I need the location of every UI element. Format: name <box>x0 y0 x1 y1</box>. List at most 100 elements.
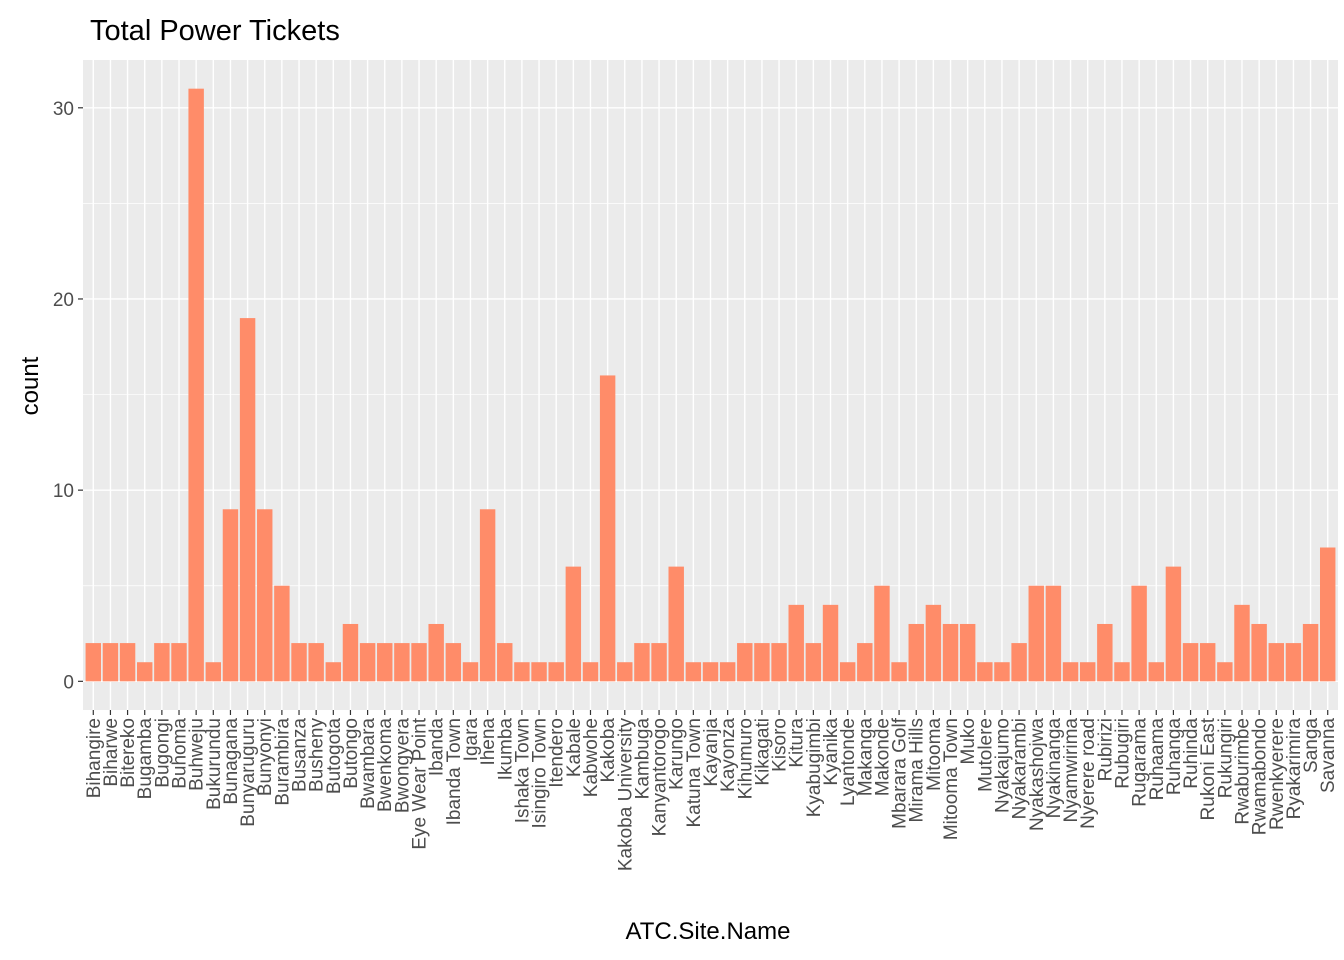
bar <box>291 643 307 682</box>
bar <box>342 623 359 682</box>
bar <box>1268 643 1284 682</box>
bar <box>805 643 822 682</box>
x-tick-label: Lyantonde <box>838 718 859 806</box>
x-tick-label: Nyakajumo <box>992 718 1013 813</box>
bar <box>719 662 736 682</box>
bar <box>634 643 650 682</box>
y-axis-title: count <box>17 356 44 415</box>
x-tick-label: Rwamabondo <box>1250 718 1271 835</box>
bar <box>874 585 890 682</box>
bar <box>651 643 667 682</box>
bar <box>102 643 119 682</box>
x-tick-label: Kikagati <box>752 718 773 786</box>
bar <box>154 643 170 682</box>
bar <box>205 662 222 682</box>
x-tick-label: Isingiro Town <box>530 718 551 829</box>
bar <box>1302 623 1319 682</box>
x-tick-label: Bunyaruguru <box>238 718 259 827</box>
bar <box>822 604 839 682</box>
x-tick-label: Rugarama <box>1130 718 1151 807</box>
x-tick-label: Ryakarimira <box>1284 718 1305 820</box>
bar <box>1251 623 1267 682</box>
y-tick-label: 30 <box>53 99 74 120</box>
bar <box>479 509 496 682</box>
bar <box>1148 662 1164 682</box>
x-tick-label: Nyakinanga <box>1044 718 1065 819</box>
x-tick-label: Buhoma <box>170 718 191 789</box>
bar <box>908 623 924 682</box>
x-tick-label: Ihena <box>478 718 499 766</box>
bar <box>359 643 376 682</box>
bar <box>445 643 462 682</box>
x-tick-label: Kayanja <box>701 718 722 787</box>
x-tick-label: Kyabugimbi <box>804 718 825 817</box>
x-tick-label: Bunagana <box>221 718 242 805</box>
bar <box>1165 566 1182 682</box>
bar <box>565 566 582 682</box>
bar <box>1097 623 1113 682</box>
x-tick-label: Nyamwirima <box>1061 718 1082 823</box>
bar <box>497 643 513 682</box>
bar <box>1079 662 1096 682</box>
x-tick-label: Mutolere <box>975 718 996 792</box>
y-tick-label: 0 <box>63 672 74 693</box>
bar <box>1045 585 1062 682</box>
x-tick-label: Ibanda Town <box>444 718 465 825</box>
x-tick-label: Ibanda <box>427 718 448 777</box>
x-tick-label: Kayonza <box>718 718 739 792</box>
bar <box>394 643 410 682</box>
x-tick-label: Bwongyera <box>392 718 413 813</box>
x-tick-label: Mitooma Town <box>941 718 962 840</box>
x-tick-label: Rukoni East <box>1198 717 1219 820</box>
bar <box>977 662 993 682</box>
bar <box>839 662 856 682</box>
x-tick-label: Butongo <box>341 718 362 789</box>
x-tick-label: Butogota <box>324 718 345 794</box>
bar <box>771 643 787 682</box>
bar <box>1011 643 1027 682</box>
x-tick-label: Bugamba <box>135 718 156 800</box>
bar <box>959 623 976 682</box>
bar <box>1131 585 1147 682</box>
x-tick-label: Biharwe <box>101 718 122 787</box>
bar <box>685 662 702 682</box>
x-tick-label: Kakoba <box>598 718 619 783</box>
bar <box>942 623 959 682</box>
x-tick-label: Bukurundu <box>204 718 225 810</box>
bar <box>308 643 324 682</box>
bar <box>514 662 530 682</box>
x-tick-label: Nyerere road <box>1078 718 1099 829</box>
bar <box>85 643 102 682</box>
y-tick-label: 10 <box>53 481 74 502</box>
x-tick-label: Kisoro <box>770 718 791 772</box>
x-tick-label: Kyanika <box>821 718 842 786</box>
x-tick-label: Kambuga <box>632 718 653 800</box>
bar <box>257 509 273 682</box>
bar <box>119 643 136 682</box>
bar <box>171 643 187 682</box>
x-tick-label: Bunyonyi <box>255 718 276 796</box>
x-tick-label: Burambira <box>272 718 293 806</box>
x-tick-label: Igara <box>461 718 482 762</box>
bar <box>891 662 907 682</box>
x-axis: BihangireBiharweBiterekoBugambaBugongiBu… <box>84 710 1339 871</box>
x-tick-label: Sanga <box>1301 718 1322 773</box>
x-tick-label: Ruhaama <box>1147 718 1168 801</box>
x-tick-label: Rubirizi <box>1095 718 1116 781</box>
x-tick-label: Katuna Town <box>684 718 705 828</box>
bar <box>994 662 1010 682</box>
bar <box>188 88 204 682</box>
bar <box>325 662 342 682</box>
x-tick-label: Makanga <box>855 718 876 797</box>
x-tick-label: Rwenkyerere <box>1267 718 1288 830</box>
x-tick-label: Kitura <box>787 718 808 768</box>
x-tick-label: Bitereko <box>118 718 139 788</box>
bar <box>599 375 616 682</box>
bar <box>1182 643 1199 682</box>
bar <box>925 604 942 682</box>
x-tick-label: Kabale <box>564 718 585 777</box>
bar <box>274 585 290 682</box>
x-tick-label: Rwaburimbe <box>1232 718 1253 825</box>
